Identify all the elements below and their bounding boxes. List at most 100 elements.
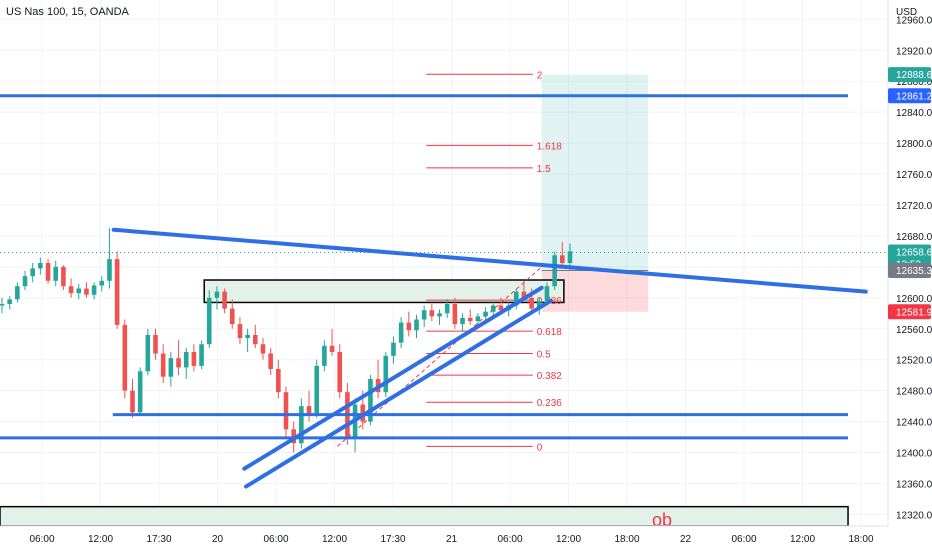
price-tick-label: 12920.0 xyxy=(896,46,932,57)
candle-body xyxy=(99,280,105,286)
time-tick-label: 06:00 xyxy=(497,534,522,545)
candle-body xyxy=(199,344,204,366)
candle-body xyxy=(15,286,20,300)
candle-body xyxy=(229,308,235,325)
candle-body xyxy=(337,351,343,393)
candle-body xyxy=(429,310,435,317)
price-badge xyxy=(888,88,931,104)
candle-body xyxy=(252,334,258,345)
time-tick-label: 17:30 xyxy=(146,534,171,545)
price-tick-label: 12960.0 xyxy=(896,15,932,26)
price-badge-label: 12861.2 xyxy=(896,91,932,102)
candle-body xyxy=(130,390,135,413)
price-tick-label: 12760.0 xyxy=(896,170,932,181)
candle-body xyxy=(299,406,304,444)
candle-body xyxy=(498,305,504,311)
candle-body xyxy=(237,324,243,339)
trendline xyxy=(111,227,868,294)
candle-body xyxy=(452,303,458,325)
candle-body xyxy=(567,251,573,263)
candle-body xyxy=(291,429,296,444)
fib-level-label: 2 xyxy=(537,70,543,81)
candle-body xyxy=(529,297,534,309)
price-tick-label: 12400.0 xyxy=(896,449,932,460)
price-tick-label: 12600.0 xyxy=(896,294,932,305)
time-tick-label: 06:00 xyxy=(263,534,288,545)
candle-body xyxy=(406,322,412,331)
candle-body xyxy=(245,334,250,339)
time-tick-label: 12:00 xyxy=(556,534,581,545)
candle-body xyxy=(552,255,557,287)
trendline xyxy=(243,298,553,489)
candle-body xyxy=(191,351,197,366)
candle-body xyxy=(421,310,427,320)
fib-level-label: 0 xyxy=(537,442,543,453)
price-tick-label: 12440.0 xyxy=(896,418,932,429)
ob-zone-bottom xyxy=(0,505,849,527)
symbol-title[interactable]: US Nas 100, 15, OANDA xyxy=(6,6,129,18)
price-badge-label: 12581.9 xyxy=(896,307,932,318)
price-tick-label: 12680.0 xyxy=(896,232,932,243)
time-tick-label: 12:00 xyxy=(322,534,347,545)
candle-body xyxy=(91,285,97,295)
candle-body xyxy=(137,371,143,413)
time-tick-label: 06:00 xyxy=(29,534,54,545)
candle-body xyxy=(53,266,59,281)
time-tick-label: 20 xyxy=(212,534,224,545)
candle-body xyxy=(176,358,181,368)
price-tick-label: 12560.0 xyxy=(896,325,932,336)
time-tick-label: 17:30 xyxy=(380,534,405,545)
candle-body xyxy=(398,322,404,343)
candle-body xyxy=(107,259,112,281)
order-block-box xyxy=(203,279,565,304)
candle-body xyxy=(22,276,28,287)
currency-label: USD xyxy=(896,7,917,18)
price-badge-label: 12635.3 xyxy=(896,266,932,277)
price-badge-label: 12888.6 xyxy=(896,70,932,81)
ob-label: ob xyxy=(652,510,672,530)
fib-level-label: 1.618 xyxy=(537,141,562,152)
candle-body xyxy=(536,300,542,309)
candle-body xyxy=(314,365,320,416)
price-tick-label: 12840.0 xyxy=(896,108,932,119)
price-tick-label: 12360.0 xyxy=(896,479,932,490)
candle-body xyxy=(168,358,174,377)
fib-level-label: 0.5 xyxy=(537,350,551,361)
trendline xyxy=(242,285,544,471)
candle-body xyxy=(38,263,43,269)
candle-body xyxy=(122,324,128,391)
candle-body xyxy=(383,355,389,393)
candle-body xyxy=(391,342,396,356)
price-tick-label: 12720.0 xyxy=(896,201,932,212)
time-tick-label: 18:00 xyxy=(614,534,639,545)
candle-body xyxy=(437,313,442,317)
candle-body xyxy=(322,345,327,366)
candle-body xyxy=(444,303,450,314)
price-badge-label: 12658.6 xyxy=(896,247,932,258)
candle-body xyxy=(368,379,373,422)
time-tick-label: 21 xyxy=(446,534,458,545)
candle-body xyxy=(145,334,151,372)
candle-body xyxy=(84,288,89,295)
candle-body xyxy=(214,291,220,298)
candle-body xyxy=(560,255,565,263)
candle-body xyxy=(7,299,12,304)
candle-body xyxy=(45,263,51,281)
candle-body xyxy=(268,353,273,369)
fib-level-label: 0.382 xyxy=(537,371,562,382)
time-tick-label: 18:00 xyxy=(848,534,873,545)
candle-body xyxy=(475,316,481,322)
candle-body xyxy=(490,305,496,312)
time-axis-background xyxy=(0,526,932,550)
candle-body xyxy=(513,291,519,306)
fib-level-label: 0.236 xyxy=(537,398,562,409)
candle-body xyxy=(76,288,82,294)
time-tick-label: 22 xyxy=(680,534,692,545)
candle-body xyxy=(467,317,473,322)
price-badge xyxy=(888,67,931,83)
candle-body xyxy=(544,286,550,301)
candle-body xyxy=(68,286,74,294)
candle-body xyxy=(260,344,266,354)
candle-body xyxy=(283,392,289,430)
